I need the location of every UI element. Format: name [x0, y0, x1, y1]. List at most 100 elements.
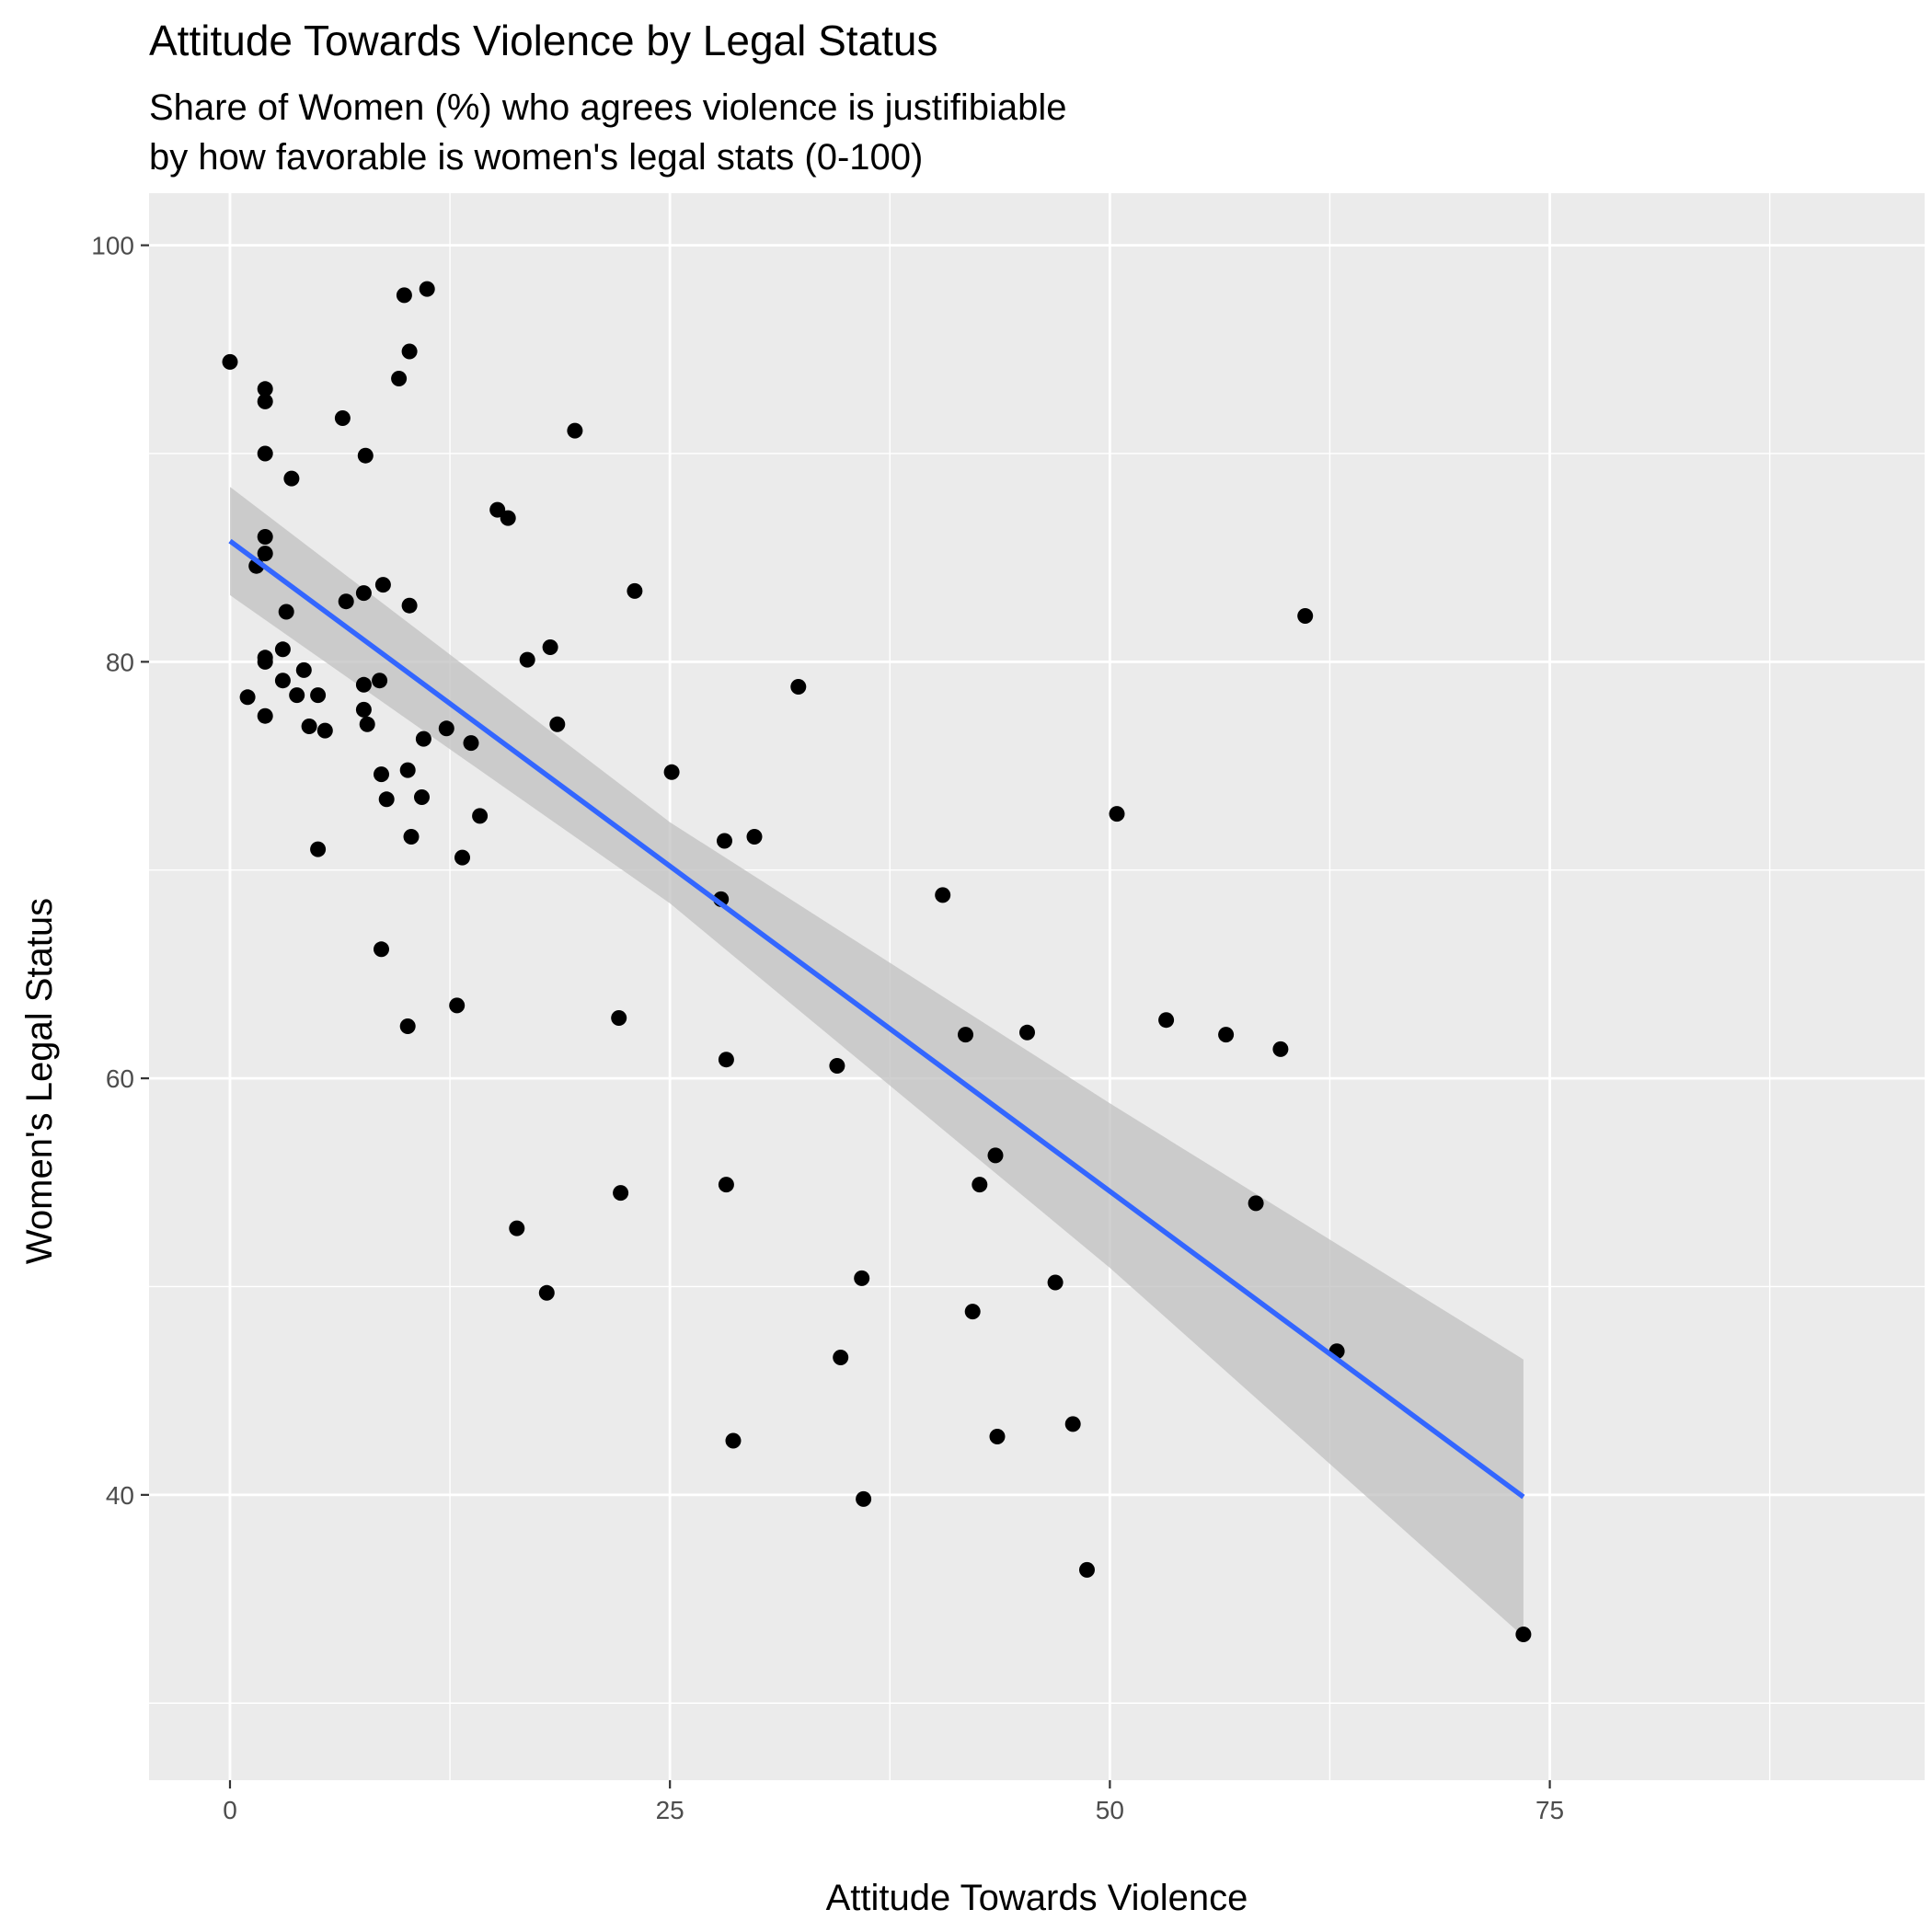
data-point [463, 735, 479, 752]
data-point [472, 808, 489, 824]
data-point [833, 1350, 849, 1365]
data-point [372, 673, 388, 689]
data-point [500, 510, 516, 526]
data-point [334, 410, 351, 426]
data-point [399, 762, 416, 778]
minor-gridlines [149, 193, 1925, 1780]
data-point [374, 941, 389, 958]
data-point [316, 722, 333, 739]
data-point [295, 661, 312, 678]
data-point [935, 887, 951, 903]
data-point [401, 597, 418, 614]
data-point [257, 393, 273, 409]
data-point [549, 716, 566, 732]
data-point [509, 1220, 525, 1236]
x-tick-label: 0 [223, 1796, 237, 1824]
data-point [987, 1147, 1004, 1164]
data-point [357, 447, 374, 464]
data-point [964, 1304, 981, 1320]
y-axis-label: Women's Legal Status [19, 898, 60, 1264]
data-point [854, 1270, 870, 1286]
chart-subtitle-line-1: Share of Women (%) who agrees violence i… [149, 87, 1067, 128]
data-point [257, 381, 273, 397]
data-point [1158, 1012, 1175, 1029]
data-point [718, 1177, 734, 1193]
data-point [725, 1432, 742, 1449]
data-point [278, 604, 294, 620]
x-tick-label: 25 [656, 1796, 684, 1824]
data-point [972, 1177, 988, 1193]
data-point [374, 577, 391, 593]
chart-subtitle-line-2: by how favorable is women's legal stats … [149, 137, 923, 178]
data-point [355, 701, 372, 718]
data-point [403, 829, 420, 845]
data-point [1047, 1274, 1064, 1291]
data-point [289, 687, 305, 704]
data-point [958, 1027, 973, 1043]
data-point [567, 422, 583, 439]
data-point [374, 766, 389, 783]
y-tick-label: 60 [106, 1064, 134, 1093]
data-point [415, 730, 431, 747]
data-point [283, 470, 300, 487]
y-tick-label: 40 [106, 1481, 134, 1510]
data-point [1515, 1627, 1532, 1642]
data-point [401, 343, 418, 360]
data-point [449, 997, 466, 1014]
data-point [542, 639, 558, 655]
x-axis-ticks: 0 25 50 75 [223, 1780, 1564, 1824]
data-point [613, 1185, 629, 1202]
data-point [611, 1010, 627, 1026]
data-point [257, 445, 273, 462]
data-point [1019, 1024, 1035, 1041]
data-point [718, 1052, 734, 1068]
data-point [746, 829, 763, 845]
x-tick-label: 75 [1535, 1796, 1564, 1824]
x-axis-label: Attitude Towards Violence [826, 1878, 1248, 1918]
data-point [856, 1490, 872, 1507]
data-point [1218, 1027, 1235, 1043]
data-point [1079, 1561, 1095, 1578]
data-point [222, 353, 238, 370]
data-point [1272, 1041, 1289, 1057]
data-point [359, 716, 375, 732]
data-point [438, 720, 454, 737]
data-point [274, 673, 291, 689]
data-point [829, 1058, 845, 1074]
data-point [717, 833, 732, 849]
y-axis-ticks: 40 60 80 100 [91, 232, 149, 1510]
data-point [663, 764, 680, 780]
data-point [239, 689, 256, 706]
data-point [538, 1284, 555, 1301]
data-point [257, 546, 273, 562]
data-point [396, 287, 412, 304]
data-point [790, 679, 807, 695]
data-point [391, 371, 408, 386]
data-point [355, 585, 372, 602]
chart-title: Attitude Towards Violence by Legal Statu… [149, 17, 938, 64]
data-point [274, 641, 291, 658]
y-tick-label: 100 [91, 232, 134, 260]
data-point [338, 593, 354, 610]
data-point [489, 501, 506, 518]
data-point [257, 529, 273, 545]
plot-panel [149, 193, 1925, 1780]
data-point [1064, 1416, 1081, 1432]
data-point [519, 651, 535, 668]
data-point [1109, 806, 1125, 822]
data-point [257, 653, 273, 670]
x-tick-label: 50 [1096, 1796, 1124, 1824]
confidence-band [230, 487, 1524, 1637]
data-point [301, 719, 317, 734]
data-point [414, 789, 430, 805]
data-point [310, 841, 327, 857]
data-point [355, 676, 372, 693]
regression-line [228, 538, 1525, 1500]
data-point [399, 1018, 416, 1034]
data-point [627, 582, 643, 599]
data-point [378, 791, 395, 808]
data-point [1248, 1195, 1264, 1212]
data-point [1297, 608, 1314, 624]
data-point [454, 849, 470, 866]
